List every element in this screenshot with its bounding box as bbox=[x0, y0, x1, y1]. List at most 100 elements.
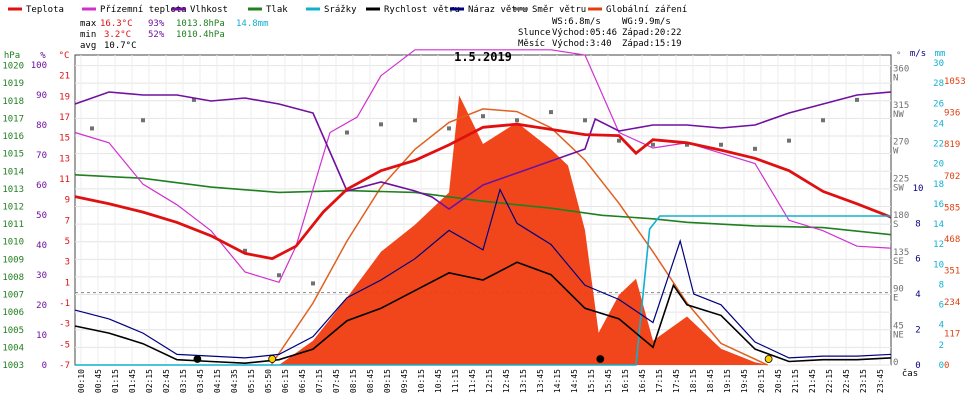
axis-tick-dir: W bbox=[893, 147, 899, 157]
axis-tick-pct: 40 bbox=[36, 241, 47, 251]
axis-tick-time: 02:45 bbox=[162, 369, 171, 393]
axis-tick-c: -1 bbox=[59, 299, 70, 309]
axis-tick-mm: 14 bbox=[933, 220, 944, 230]
axis-tick-time: 00:10 bbox=[77, 369, 86, 393]
axis-tick-dir: E bbox=[893, 294, 898, 304]
sun-moon-marker bbox=[193, 355, 202, 363]
stats: max 16.3°C 93% 1013.8hPa 14.8mm min 3.2°… bbox=[80, 17, 682, 51]
axis-tick-pct: 10 bbox=[36, 331, 47, 341]
axis-tick-time: 04:35 bbox=[230, 369, 239, 393]
axis-unit-c: °C bbox=[59, 51, 70, 61]
axis-tick-wm2: 936 bbox=[944, 109, 960, 119]
axis-tick-mm: 0 bbox=[939, 361, 944, 371]
wind-direction-point bbox=[821, 118, 825, 123]
axis-tick-c: -7 bbox=[59, 361, 70, 371]
wind-direction-point bbox=[447, 126, 451, 131]
axis-tick-dir: NE bbox=[893, 330, 904, 340]
wind-direction-point bbox=[549, 110, 553, 115]
wind-direction-point bbox=[481, 114, 485, 119]
axis-tick-dir: NW bbox=[893, 110, 904, 120]
axis-tick-time: 20:15 bbox=[757, 369, 766, 393]
axis-tick-c: -3 bbox=[59, 320, 70, 330]
axis-tick-c: 17 bbox=[59, 113, 70, 123]
axis-tick-hpa: 1017 bbox=[2, 114, 24, 124]
wind-direction-point bbox=[379, 122, 383, 127]
axis-tick-wm2: 351 bbox=[944, 266, 960, 276]
axis-tick-hpa: 1010 bbox=[2, 238, 24, 248]
wind-direction-point bbox=[753, 146, 757, 151]
stat-max-label: max bbox=[80, 19, 97, 29]
chart-title: 1.5.2019 bbox=[454, 50, 512, 64]
axis-tick-time: 19:15 bbox=[723, 369, 732, 393]
axis-tick-c: 15 bbox=[59, 134, 70, 144]
axis-tick-time: 06:45 bbox=[298, 369, 307, 393]
stat-sun-label: Slunce bbox=[518, 28, 551, 38]
stat-max-rain: 14.8mm bbox=[236, 19, 269, 29]
axis-tick-time: 01:15 bbox=[111, 369, 120, 393]
axis-tick-wm2: 585 bbox=[944, 203, 960, 213]
axis-tick-wm2: 117 bbox=[944, 329, 960, 339]
axis-tick-dir: SE bbox=[893, 257, 904, 267]
axis-tick-ms: 6 bbox=[915, 255, 920, 265]
axis-tick-time: 22:15 bbox=[825, 369, 834, 393]
axis-tick-pct: 100 bbox=[31, 61, 47, 71]
axis-tick-mm: 2 bbox=[939, 341, 944, 351]
axis-tick-hpa: 1003 bbox=[2, 361, 24, 371]
wind-direction-point bbox=[651, 142, 655, 147]
axis-tick-hpa: 1015 bbox=[2, 150, 24, 160]
axis-tick-pct: 30 bbox=[36, 271, 47, 281]
axis-tick-mm: 4 bbox=[939, 321, 944, 331]
axis-tick-hpa: 1008 bbox=[2, 273, 24, 283]
axis-tick-ms: 8 bbox=[915, 219, 920, 229]
wind-direction-point bbox=[311, 281, 315, 286]
axis-tick-time: 05:15 bbox=[247, 369, 256, 393]
axis-tick-hpa: 1016 bbox=[2, 132, 24, 142]
axis-tick-c: 11 bbox=[59, 175, 70, 185]
axis-tick-deg: 135 bbox=[893, 248, 909, 258]
sun-moon-marker bbox=[764, 355, 773, 363]
axis-tick-wm2: 234 bbox=[944, 298, 960, 308]
axis-tick-c: 9 bbox=[65, 196, 70, 206]
axis-unit-hpa: hPa bbox=[4, 51, 20, 61]
axis-tick-pct: 0 bbox=[42, 361, 47, 371]
axis-tick-pct: 70 bbox=[36, 151, 47, 161]
sun-moon-marker bbox=[268, 355, 277, 363]
legend-label-4: Srážky bbox=[324, 5, 357, 15]
axis-tick-mm: 12 bbox=[933, 240, 944, 250]
axis-tick-time: 08:15 bbox=[349, 369, 358, 393]
axis-tick-mm: 8 bbox=[939, 280, 944, 290]
axis-tick-hpa: 1013 bbox=[2, 185, 24, 195]
wind-direction-point bbox=[855, 97, 859, 102]
axis-unit-deg: ° bbox=[896, 51, 901, 61]
axis-tick-time: 05:50 bbox=[264, 369, 273, 393]
axis-tick-deg: 180 bbox=[893, 211, 909, 221]
stat-moon-label: Měsíc bbox=[518, 39, 545, 49]
wind-gust-line bbox=[74, 187, 892, 359]
axis-tick-time: 12:15 bbox=[485, 369, 494, 393]
axis-tick-deg: 225 bbox=[893, 174, 909, 184]
wind-speed-line bbox=[74, 261, 892, 365]
stat-moon-set: Západ:15:19 bbox=[622, 39, 682, 49]
axis-tick-time: 20:45 bbox=[774, 369, 783, 393]
axis-tick-dir: SW bbox=[893, 183, 904, 193]
axis-tick-mm: 10 bbox=[933, 260, 944, 270]
axis-tick-time: 13:45 bbox=[536, 369, 545, 393]
axis-tick-time: 10:15 bbox=[417, 369, 426, 393]
axis-tick-time: 16:45 bbox=[638, 369, 647, 393]
wind-direction-point bbox=[345, 130, 349, 135]
axis-tick-time: 04:15 bbox=[213, 369, 222, 393]
wind-direction-point bbox=[685, 142, 689, 147]
wind-direction-point bbox=[583, 118, 587, 123]
axis-tick-time: 10:45 bbox=[434, 369, 443, 393]
legend-label-3: Tlak bbox=[266, 5, 288, 15]
axis-tick-c: 19 bbox=[59, 92, 70, 102]
humidity-line bbox=[74, 91, 892, 210]
axis-tick-time: 07:45 bbox=[332, 369, 341, 393]
wind-direction-point bbox=[617, 138, 621, 143]
axis-tick-hpa: 1012 bbox=[2, 202, 24, 212]
axis-tick-time: 11:15 bbox=[451, 369, 460, 393]
axes: hPa% °C1020101910181017101610151014101310… bbox=[2, 49, 965, 393]
axis-tick-time: 23:45 bbox=[876, 369, 885, 393]
axis-tick-time: 00:45 bbox=[94, 369, 103, 393]
axis-tick-time: 02:15 bbox=[145, 369, 154, 393]
